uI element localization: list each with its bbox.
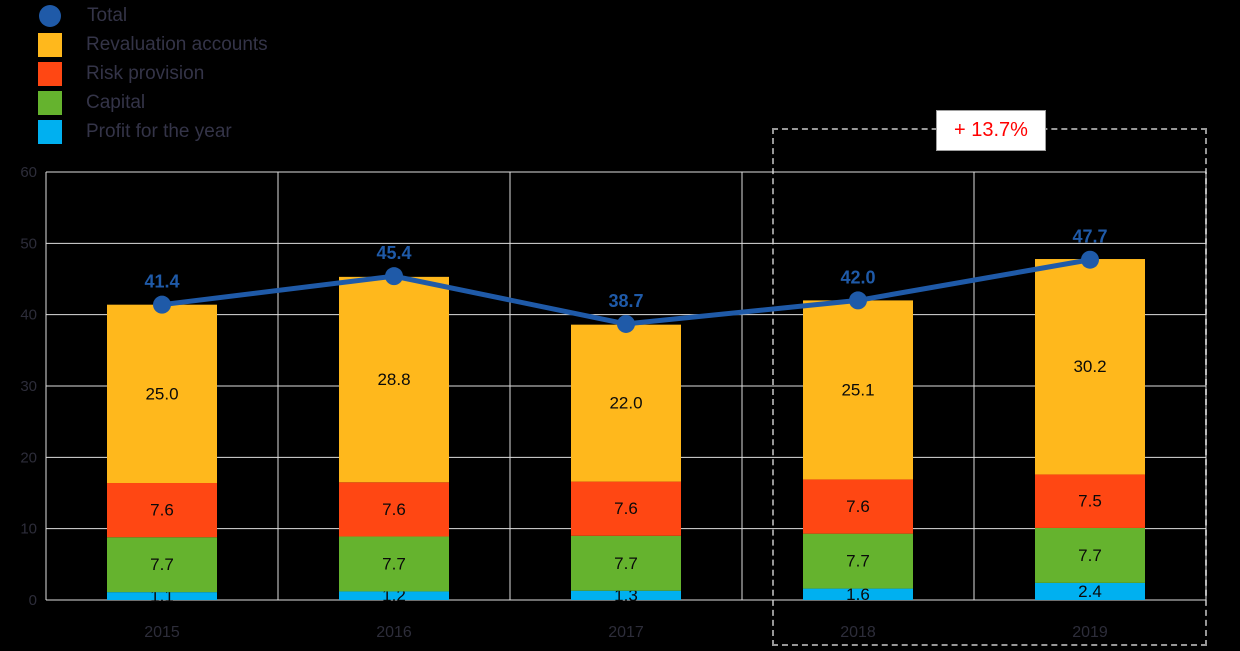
segment-value-label: 25.1 [841, 380, 874, 399]
legend-item-1: Revaluation accounts [38, 33, 268, 57]
total-line-marker [617, 314, 635, 333]
y-tick-label: 0 [29, 592, 37, 609]
x-tick-label: 2016 [376, 624, 412, 641]
segment-value-label: 7.6 [382, 500, 406, 519]
segment-value-label: 7.7 [1078, 546, 1102, 565]
legend-circle-marker [39, 5, 61, 27]
total-line-marker [153, 295, 171, 314]
total-value-label: 38.7 [608, 291, 643, 311]
legend-square-marker [38, 120, 62, 144]
bar-segment [1035, 582, 1145, 600]
segment-value-label: 22.0 [609, 394, 642, 413]
bar-segment [1035, 259, 1145, 475]
legend-label: Total [87, 5, 128, 26]
total-value-label: 41.4 [144, 272, 179, 292]
x-tick-label: 2017 [608, 624, 644, 641]
y-tick-label: 60 [20, 164, 37, 181]
legend-label: Profit for the year [86, 121, 232, 142]
legend-item-2: Risk provision [38, 62, 268, 86]
y-tick-label: 20 [20, 449, 37, 466]
segment-value-label: 25.0 [145, 384, 178, 403]
bar-segment [803, 479, 913, 534]
total-value-label: 47.7 [1072, 227, 1107, 247]
segment-value-label: 7.6 [614, 499, 638, 518]
bar-segment [107, 592, 217, 600]
bar-segment [803, 300, 913, 480]
y-tick-label: 40 [20, 307, 37, 324]
bar-segment [571, 590, 681, 600]
bar-segment [339, 536, 449, 592]
bar-segment [571, 324, 681, 482]
bar-segment [339, 276, 449, 483]
legend-label: Revaluation accounts [86, 34, 268, 55]
legend-square-marker [38, 62, 62, 86]
growth-annotation: + 13.7% [936, 110, 1046, 151]
segment-value-label: 7.7 [614, 554, 638, 573]
bar-segment [571, 535, 681, 591]
segment-value-label: 7.7 [150, 555, 174, 574]
legend-item-0: Total [38, 4, 268, 28]
total-value-label: 45.4 [376, 243, 411, 263]
bar-segment [107, 483, 217, 538]
legend-label: Risk provision [86, 63, 205, 84]
bar-segment [803, 588, 913, 600]
legend-square-marker [38, 33, 62, 57]
legend-item-3: Capital [38, 91, 268, 115]
bar-segment [1035, 474, 1145, 528]
y-tick-label: 30 [20, 378, 37, 395]
segment-value-label: 30.2 [1073, 357, 1106, 376]
y-tick-label: 10 [20, 521, 37, 538]
segment-value-label: 7.7 [382, 554, 406, 573]
segment-value-label: 7.5 [1078, 492, 1102, 511]
x-tick-label: 2019 [1072, 624, 1108, 641]
bar-segment [571, 481, 681, 536]
total-line-marker [849, 291, 867, 310]
total-line-marker [385, 267, 403, 286]
x-tick-label: 2018 [840, 624, 876, 641]
bar-segment [339, 482, 449, 537]
legend-label: Capital [86, 92, 146, 113]
segment-value-label: 1.6 [846, 585, 870, 604]
segment-value-label: 2.4 [1078, 582, 1102, 601]
growth-annotation-label: + 13.7% [954, 119, 1028, 141]
segment-value-label: 7.7 [846, 552, 870, 571]
segment-value-label: 7.6 [150, 501, 174, 520]
total-line-marker [1081, 250, 1099, 269]
legend-item-4: Profit for the year [38, 120, 268, 144]
bar-segment [107, 304, 217, 484]
x-tick-label: 2015 [144, 624, 180, 641]
bar-segment [107, 537, 217, 593]
legend: Total Revaluation accounts Risk provision C… [38, 4, 268, 144]
total-value-label: 42.0 [840, 267, 875, 287]
legend-square-marker [38, 91, 62, 115]
bar-segment [339, 591, 449, 600]
bar-segment [1035, 527, 1145, 583]
segment-value-label: 7.6 [846, 497, 870, 516]
bar-segment [803, 533, 913, 589]
segment-value-label: 28.8 [377, 370, 410, 389]
y-tick-label: 50 [20, 235, 37, 252]
